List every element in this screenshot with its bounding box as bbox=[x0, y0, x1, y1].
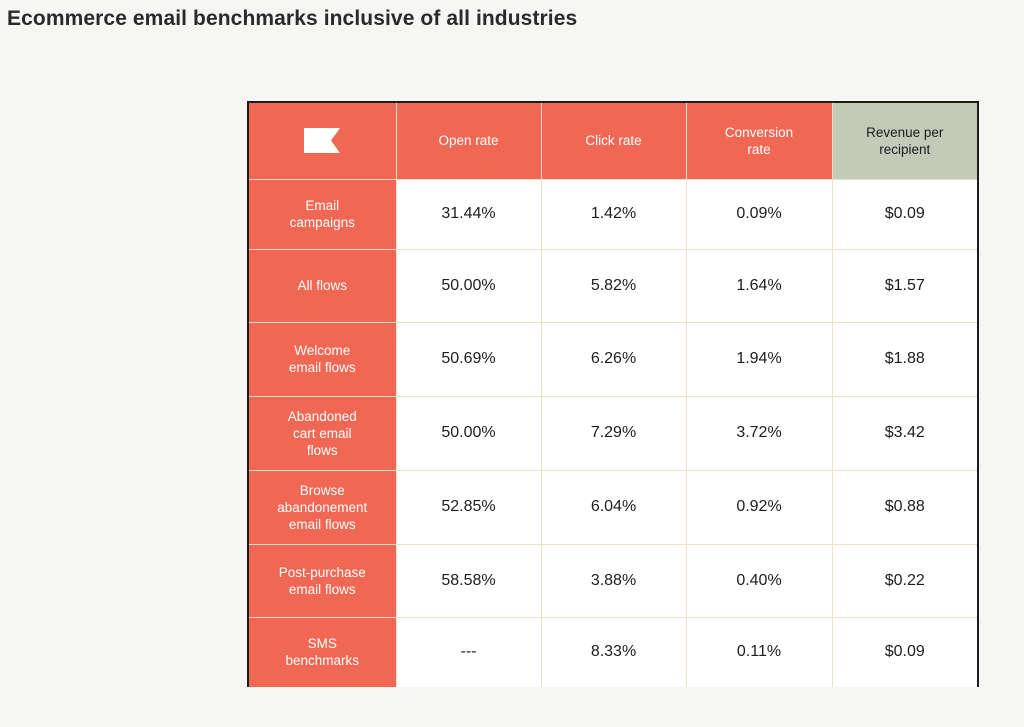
table-row: All flows 50.00% 5.82% 1.64% $1.57 bbox=[249, 248, 977, 323]
cell-value: 8.33% bbox=[590, 643, 637, 661]
cell-conversion-rate: 1.64% bbox=[685, 248, 833, 323]
row-label-cell: Browse abandonement email flows bbox=[249, 469, 397, 545]
cell-value: 50.00% bbox=[441, 424, 496, 441]
cell-value: $0.09 bbox=[884, 205, 925, 222]
cell-click-rate: 6.26% bbox=[540, 321, 687, 397]
table-row: Browse abandonement email flows 52.85% 6.0… bbox=[249, 469, 977, 545]
cell-open-rate: 50.69% bbox=[395, 321, 542, 397]
cell-revenue-per-recipient: $0.09 bbox=[831, 178, 977, 250]
cell-value: $0.88 bbox=[884, 498, 925, 515]
benchmark-table-grid: Open rate Click rate Conversion rate Rev… bbox=[249, 103, 977, 687]
cell-value: 3.72% bbox=[736, 424, 782, 441]
cell-click-rate: 1.42% bbox=[540, 178, 687, 250]
cell-value: 6.26% bbox=[590, 350, 637, 367]
row-label-cell: All flows bbox=[249, 248, 397, 323]
cell-value: $1.88 bbox=[884, 350, 925, 367]
cell-value: 3.88% bbox=[590, 571, 637, 589]
column-header-label: Click rate bbox=[585, 133, 642, 149]
row-label-cell: Email campaigns bbox=[249, 178, 397, 250]
cell-revenue-per-recipient: $3.42 bbox=[831, 395, 977, 471]
benchmark-table: Open rate Click rate Conversion rate Rev… bbox=[247, 101, 979, 687]
table-row: Welcome email flows 50.69% 6.26% 1.94% $1.88 bbox=[249, 321, 977, 397]
cell-conversion-rate: 0.09% bbox=[685, 178, 833, 250]
cell-click-rate: 8.33% bbox=[540, 616, 687, 687]
cell-value: 58.58% bbox=[441, 571, 496, 589]
page-title: Ecommerce email benchmarks inclusive of … bbox=[7, 7, 578, 30]
column-header-label: Revenue per recipient bbox=[866, 124, 944, 157]
table-row: Post-purchase email flows 58.58% 3.88% 0.40… bbox=[249, 543, 977, 618]
cell-value: 52.85% bbox=[441, 498, 496, 515]
row-label-cell: Post-purchase email flows bbox=[249, 543, 397, 618]
column-header-label: Open rate bbox=[438, 133, 499, 149]
table-row: Abandoned cart email flows 50.00% 7.29% 3.7… bbox=[249, 395, 977, 471]
row-label: All flows bbox=[297, 278, 347, 293]
cell-conversion-rate: 0.92% bbox=[685, 469, 833, 545]
table-row: Email campaigns 31.44% 1.42% 0.09% $0.09 bbox=[249, 178, 977, 250]
cell-conversion-rate: 3.72% bbox=[685, 395, 833, 471]
cell-revenue-per-recipient: $0.09 bbox=[831, 616, 977, 687]
cell-value: 1.64% bbox=[736, 276, 782, 294]
cell-value: 50.00% bbox=[441, 276, 496, 294]
cell-open-rate: 52.85% bbox=[395, 469, 542, 545]
cell-value: 1.94% bbox=[736, 350, 782, 367]
cell-open-rate: 50.00% bbox=[395, 248, 542, 323]
row-label: Email campaigns bbox=[289, 198, 355, 230]
cell-value: $1.57 bbox=[884, 276, 925, 294]
cell-value: 0.11% bbox=[736, 643, 782, 661]
cell-revenue-per-recipient: $1.57 bbox=[831, 248, 977, 323]
cell-revenue-per-recipient: $1.88 bbox=[831, 321, 977, 397]
cell-value: 31.44% bbox=[441, 205, 496, 222]
flag-logo-icon bbox=[304, 128, 341, 154]
cell-value: 0.40% bbox=[736, 571, 782, 589]
column-header-conversion-rate: Conversion rate bbox=[685, 103, 833, 180]
cell-click-rate: 5.82% bbox=[540, 248, 687, 323]
cell-value: $3.42 bbox=[884, 424, 925, 441]
row-label: Welcome email flows bbox=[288, 343, 356, 375]
cell-value: 7.29% bbox=[590, 424, 637, 441]
header-row: Open rate Click rate Conversion rate Rev… bbox=[249, 103, 977, 180]
cell-revenue-per-recipient: $0.22 bbox=[831, 543, 977, 618]
cell-click-rate: 7.29% bbox=[540, 395, 687, 471]
cell-value: 50.69% bbox=[441, 350, 496, 367]
row-label-cell: SMS benchmarks bbox=[249, 616, 397, 687]
cell-value: 1.42% bbox=[590, 205, 637, 222]
cell-open-rate: 31.44% bbox=[395, 178, 542, 250]
cell-conversion-rate: 0.40% bbox=[685, 543, 833, 618]
cell-click-rate: 6.04% bbox=[540, 469, 687, 545]
row-label: Post-purchase email flows bbox=[278, 564, 366, 597]
cell-value: 0.92% bbox=[736, 498, 782, 515]
row-label: Browse abandonement email flows bbox=[277, 482, 368, 532]
column-header-open-rate: Open rate bbox=[395, 103, 542, 180]
cell-conversion-rate: 0.11% bbox=[685, 616, 833, 687]
cell-click-rate: 3.88% bbox=[540, 543, 687, 618]
logo-header-cell bbox=[249, 103, 397, 180]
cell-value: $0.22 bbox=[884, 571, 925, 589]
table-body: Email campaigns 31.44% 1.42% 0.09% $0.09 All … bbox=[249, 178, 977, 687]
column-header-revenue-per-recipient: Revenue per recipient bbox=[831, 103, 977, 180]
row-label-cell: Welcome email flows bbox=[249, 321, 397, 397]
cell-revenue-per-recipient: $0.88 bbox=[831, 469, 977, 545]
row-label: Abandoned cart email flows bbox=[287, 408, 357, 458]
row-label: SMS benchmarks bbox=[285, 636, 360, 669]
cell-value: 0.09% bbox=[736, 205, 782, 222]
table-row: SMS benchmarks --- 8.33% 0.11% $0.09 bbox=[249, 616, 977, 687]
row-label-cell: Abandoned cart email flows bbox=[249, 395, 397, 471]
cell-open-rate: 58.58% bbox=[395, 543, 542, 618]
cell-value: $0.09 bbox=[884, 643, 925, 661]
cell-value: --- bbox=[460, 643, 477, 661]
cell-open-rate: --- bbox=[395, 616, 542, 687]
cell-open-rate: 50.00% bbox=[395, 395, 542, 471]
cell-conversion-rate: 1.94% bbox=[685, 321, 833, 397]
column-header-click-rate: Click rate bbox=[540, 103, 687, 180]
cell-value: 5.82% bbox=[590, 276, 637, 294]
column-header-label: Conversion rate bbox=[724, 124, 794, 157]
cell-value: 6.04% bbox=[590, 498, 637, 515]
